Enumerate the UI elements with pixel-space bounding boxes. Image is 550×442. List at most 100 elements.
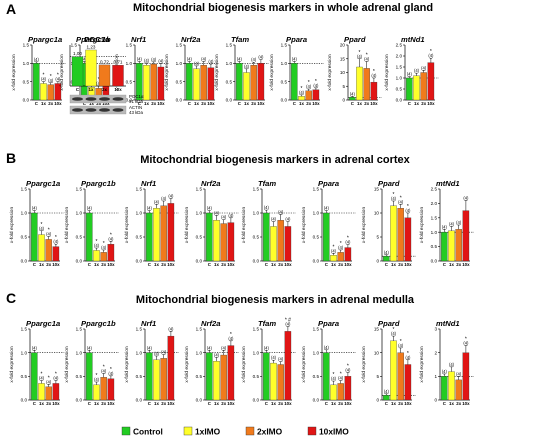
y-tick-label: 2.0: [396, 54, 403, 59]
bar-C: [291, 63, 298, 101]
y-tick-label: 10: [374, 211, 380, 216]
n-label: (4): [391, 196, 397, 201]
chart-c-ppara: Ppara x-fold expression 0.0 0.5 1.0 1.5 (4) C (4…: [301, 319, 356, 406]
gene-title: Nrf2a: [181, 35, 200, 44]
y-tick-label: 1.5: [313, 187, 320, 192]
x-tick-label: 1x: [39, 401, 44, 406]
x-tick-label: C: [148, 401, 152, 406]
y-tick-label: 0.5: [76, 374, 83, 379]
x-tick-label: 1x: [214, 262, 219, 267]
bar-1x: [93, 250, 100, 262]
x-tick-label: 10x: [54, 101, 62, 106]
x-tick-label: 2x: [306, 101, 311, 106]
y-tick-label: 15: [374, 187, 380, 192]
gene-title: Ppara: [286, 35, 307, 44]
x-tick-label: 2x: [278, 262, 283, 267]
blot-label: ACTIN: [129, 105, 142, 110]
y-tick-label: 0.0: [226, 98, 233, 103]
bar-2x: [455, 379, 462, 401]
wb-title: PGC1α: [84, 35, 110, 44]
n-label: (4): [228, 336, 234, 341]
x-tick-label: C: [208, 262, 212, 267]
blot-strip: [69, 105, 127, 115]
n-label: (4): [168, 326, 174, 331]
significance-star: *: [301, 86, 303, 92]
significance-star: *: [103, 241, 105, 247]
y-tick-label: 0.5: [226, 79, 233, 84]
significance-star: *: [41, 222, 43, 228]
legend-label: 1xIMO: [195, 427, 221, 437]
x-tick-label: 2x: [398, 262, 403, 267]
n-label: (4): [39, 376, 45, 381]
x-tick-label: 10x: [167, 401, 175, 406]
y-tick-label: 1.5: [431, 215, 438, 220]
bar-10x: [284, 226, 292, 262]
n-label: (4): [168, 194, 174, 199]
panel-label-a: A: [6, 1, 16, 17]
bar-2x: [363, 68, 370, 101]
y-axis-label: x-fold expression: [301, 346, 307, 383]
significance-star: *: [55, 235, 57, 241]
y-tick-label: 0.5: [76, 235, 83, 240]
bar-1x: [243, 72, 250, 101]
bar-10x: [52, 383, 60, 401]
bar-1x: [213, 361, 220, 401]
bar-1x: [330, 255, 337, 262]
n-label: (4): [384, 250, 390, 255]
n-label: (4): [137, 57, 143, 62]
n-label: (4): [421, 65, 427, 70]
bar-2x: [337, 252, 344, 262]
y-axis-label: x-fold expression: [184, 207, 190, 244]
bar-10x: [107, 244, 115, 262]
significance-star: *: [400, 339, 402, 345]
gene-title: Tfam: [258, 319, 276, 328]
bar-1x: [153, 208, 160, 262]
y-axis-label: x-fold expression: [419, 346, 425, 383]
bar-C: [323, 352, 330, 401]
x-tick-label: 10x: [370, 101, 378, 106]
y-axis-label: x-fold expression: [327, 54, 333, 91]
n-label: (4): [324, 206, 330, 211]
bar-10x: [107, 378, 115, 401]
n-label: (4): [214, 352, 220, 357]
wb-value-label: 0,71: [114, 60, 123, 65]
n-label: (4): [449, 362, 455, 367]
significance-star: *: [407, 204, 409, 210]
bar-10x: [167, 203, 175, 262]
bar-10x: [344, 247, 352, 262]
chart-b-mtnd1: mtNd1 x-fold expression 0.0 0.5 1.0 1.5 2.0 2.5…: [419, 179, 474, 267]
x-tick-label: 1x: [299, 101, 304, 106]
n-label: (4): [207, 345, 213, 350]
legend-label: 10xIMO: [319, 427, 349, 437]
y-tick-label: 1.5: [313, 327, 320, 332]
chart-b-nrf2a: Nrf2a x-fold expression 0.0 0.5 1.0 1.5 (4) C (4…: [184, 179, 239, 267]
significance-star: *: [98, 77, 100, 83]
bar-1x: [390, 340, 397, 401]
n-label: (4): [407, 72, 413, 77]
x-tick-label: 10x: [227, 262, 235, 267]
n-label: (4): [285, 217, 291, 222]
n-label: (4): [221, 215, 227, 220]
n-label: (4): [87, 206, 93, 211]
y-axis-label: x-fold expression: [64, 207, 70, 244]
panel-a-title: Mitochondrial biogenesis markers in whol…: [133, 2, 433, 14]
x-tick-label: 2x: [278, 401, 283, 406]
n-label: (4): [228, 213, 234, 218]
bar-C: [31, 212, 38, 262]
y-tick-label: 0.5: [136, 235, 143, 240]
n-label: (4): [151, 57, 157, 62]
chart-c-nrf2a: Nrf2a x-fold expression 0.0 0.5 1.0 1.5 (4) C (4…: [184, 319, 239, 406]
bar-10x: [284, 331, 292, 401]
n-label: (4): [39, 226, 45, 231]
y-axis-label: x-fold expression: [241, 207, 247, 244]
n-label: (4): [53, 376, 59, 381]
x-tick-label: 1x: [214, 401, 219, 406]
legend: Control 1xIMO 2xIMO 10xIMO: [121, 427, 349, 437]
significance-star: *: [400, 195, 402, 201]
n-label: (4): [144, 58, 150, 63]
n-label: (4): [32, 345, 38, 350]
bar-C: [441, 232, 448, 262]
wb-value-label: 1,23: [87, 44, 96, 49]
